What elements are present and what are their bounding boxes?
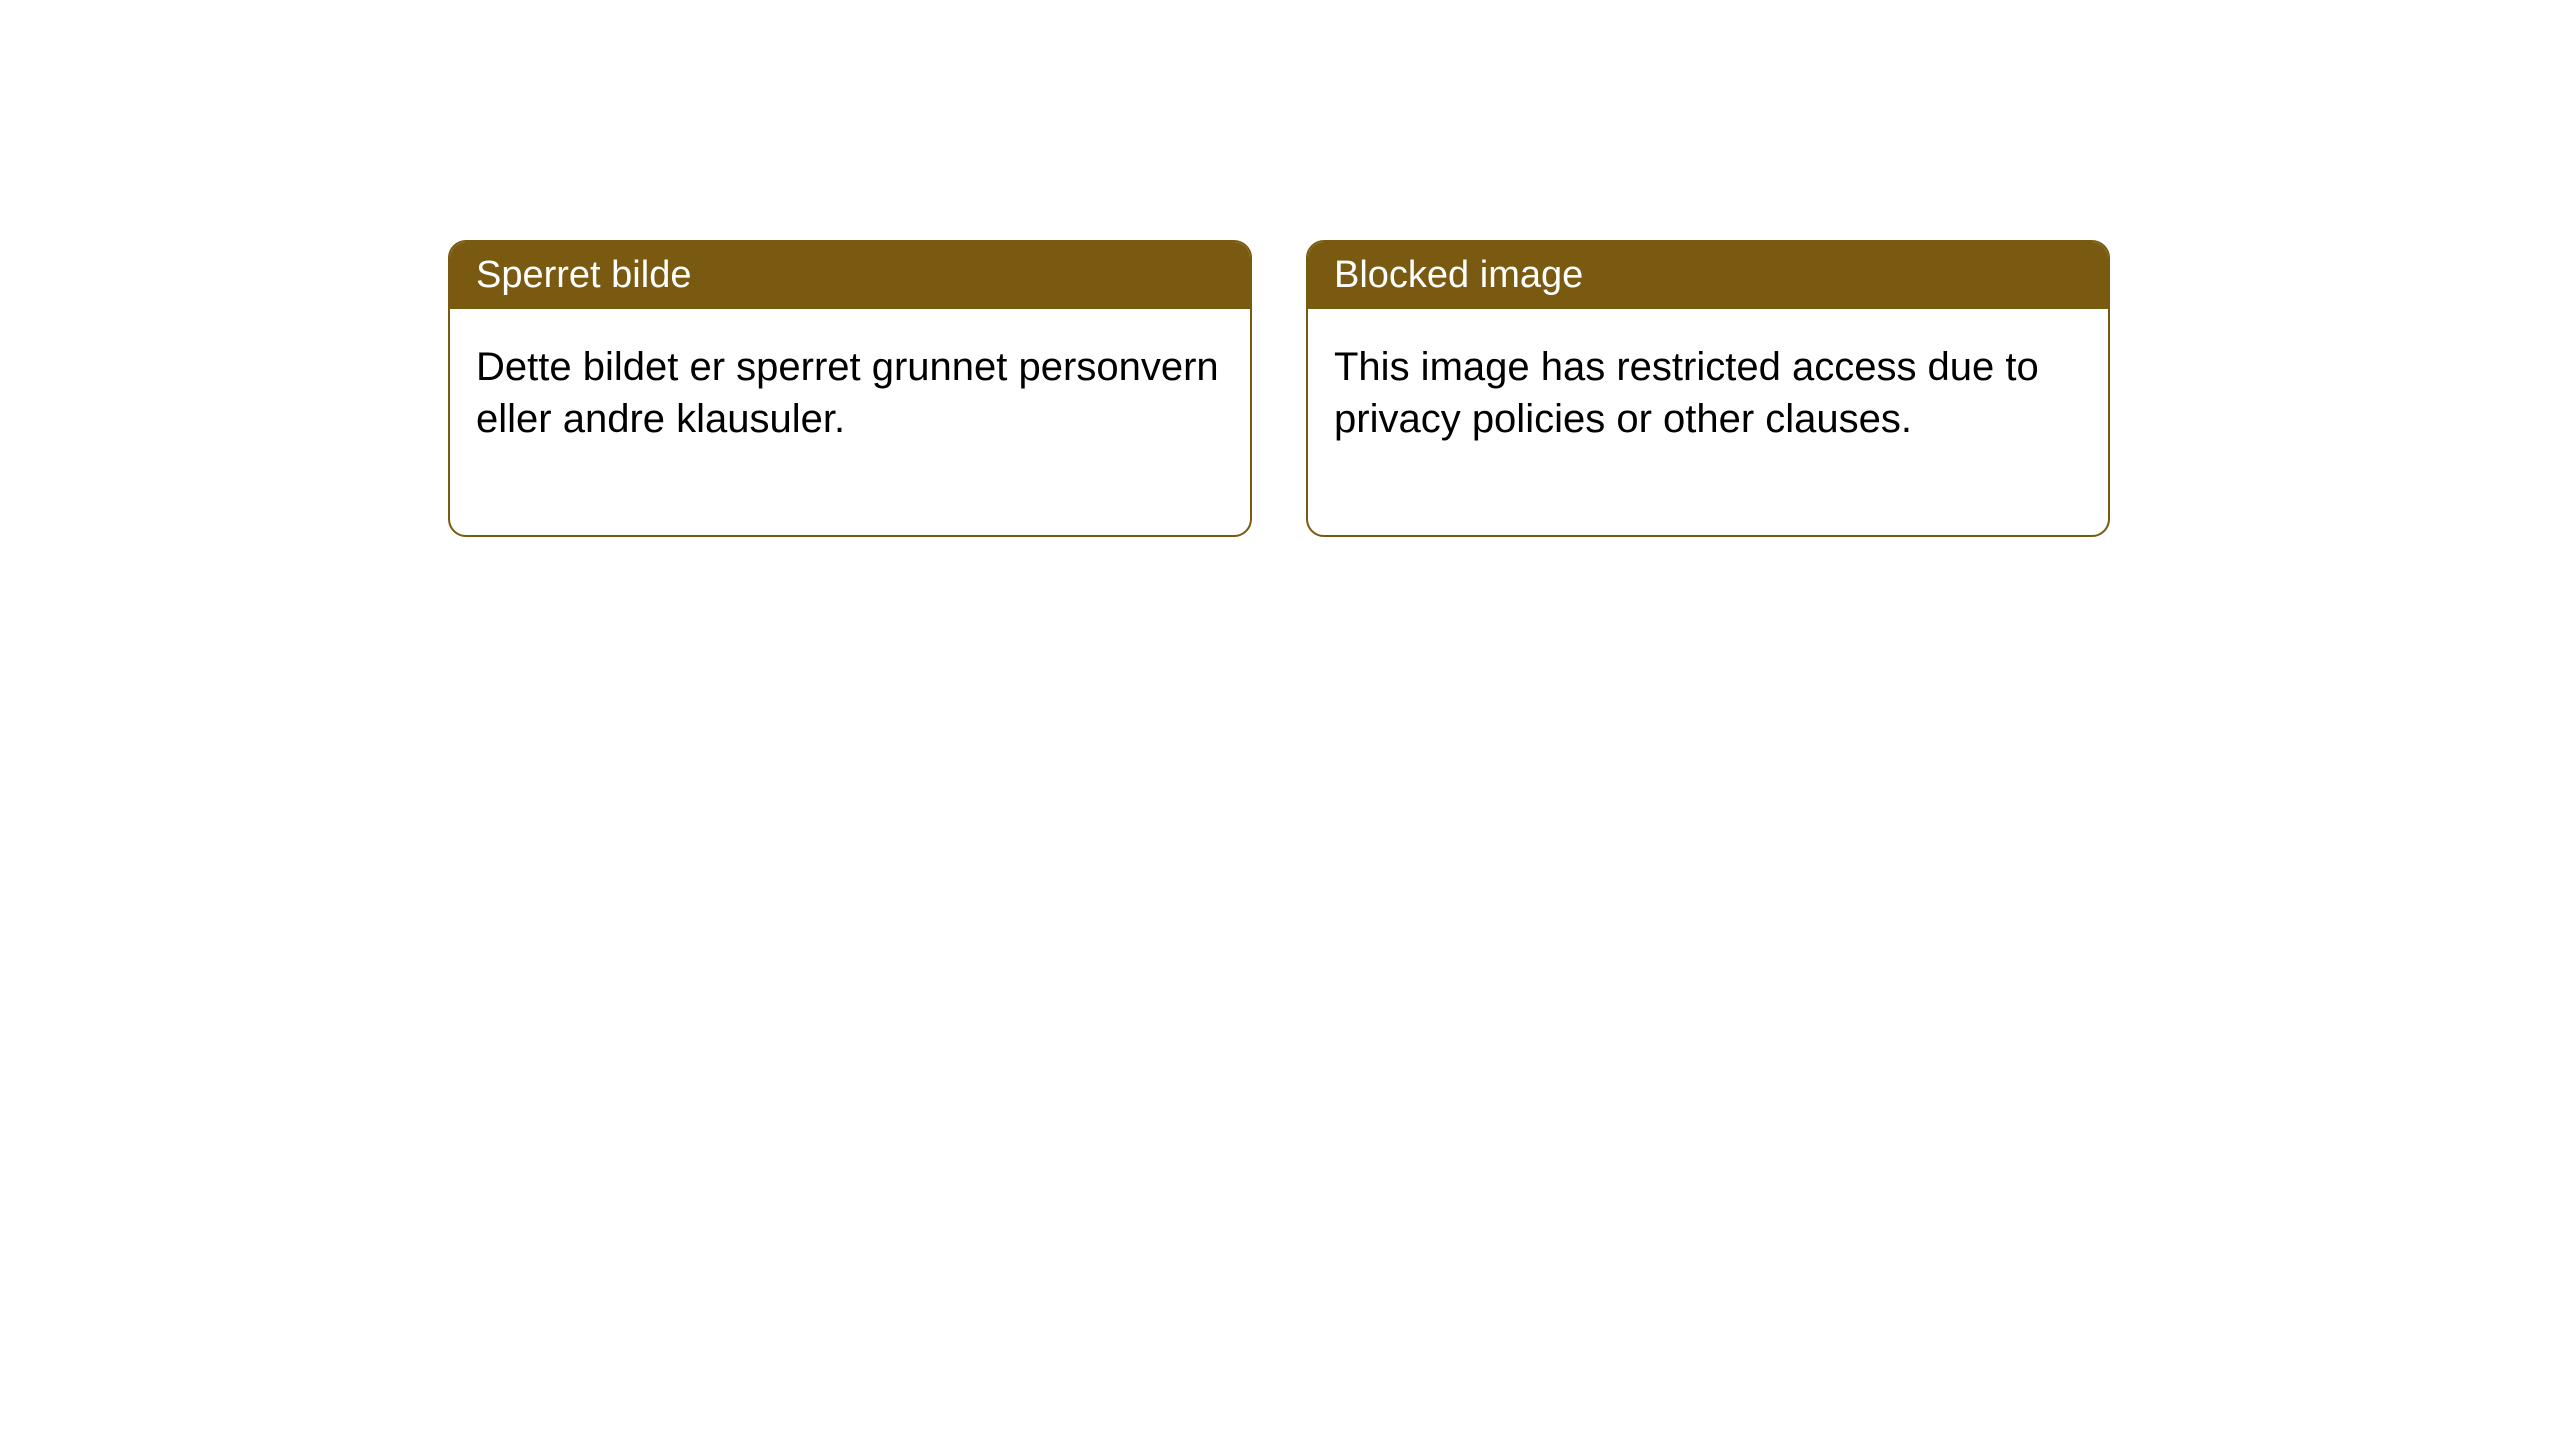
notice-header: Sperret bilde [450, 242, 1250, 309]
notice-title: Blocked image [1334, 254, 1583, 296]
notice-card-norwegian: Sperret bilde Dette bildet er sperret gr… [448, 240, 1252, 537]
notice-body: This image has restricted access due to … [1308, 309, 2108, 535]
notice-header: Blocked image [1308, 242, 2108, 309]
notice-body: Dette bildet er sperret grunnet personve… [450, 309, 1250, 535]
notice-card-english: Blocked image This image has restricted … [1306, 240, 2110, 537]
notice-message: This image has restricted access due to … [1334, 345, 2039, 441]
notice-title: Sperret bilde [476, 254, 691, 296]
notice-message: Dette bildet er sperret grunnet personve… [476, 345, 1219, 441]
notice-container: Sperret bilde Dette bildet er sperret gr… [0, 0, 2560, 537]
